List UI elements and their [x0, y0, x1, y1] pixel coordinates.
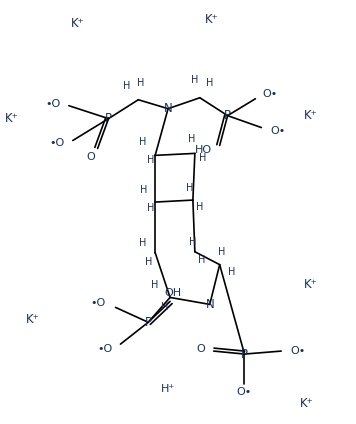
Text: H: H — [188, 134, 195, 145]
Text: O•: O• — [262, 89, 278, 99]
Text: H: H — [218, 247, 225, 257]
Text: K⁺: K⁺ — [4, 112, 18, 125]
Text: K⁺: K⁺ — [304, 109, 318, 122]
Text: H: H — [191, 75, 199, 85]
Text: H: H — [189, 237, 197, 247]
Text: H: H — [206, 78, 214, 88]
Text: H: H — [137, 78, 144, 88]
Text: •O: •O — [46, 99, 61, 109]
Text: P: P — [145, 316, 152, 329]
Text: OH: OH — [164, 288, 182, 298]
Text: H: H — [145, 257, 152, 267]
Text: H: H — [186, 183, 194, 193]
Text: O: O — [196, 344, 205, 354]
Text: H: H — [199, 153, 206, 163]
Text: H: H — [138, 238, 146, 248]
Text: •O: •O — [90, 298, 106, 308]
Text: O: O — [86, 152, 95, 162]
Text: H: H — [196, 202, 204, 212]
Text: H: H — [147, 155, 154, 165]
Text: •O: •O — [49, 139, 65, 148]
Text: K⁺: K⁺ — [300, 397, 314, 410]
Text: N: N — [164, 102, 172, 115]
Text: H: H — [228, 267, 235, 276]
Text: O•: O• — [290, 346, 305, 356]
Text: H: H — [138, 137, 146, 148]
Text: O•: O• — [270, 126, 286, 136]
Text: P: P — [241, 348, 248, 360]
Text: H: H — [198, 255, 205, 265]
Text: O•: O• — [237, 387, 252, 397]
Text: H: H — [161, 302, 169, 312]
Text: H⁺: H⁺ — [161, 384, 175, 394]
Text: K⁺: K⁺ — [205, 13, 219, 26]
Text: •O: •O — [97, 344, 112, 354]
Text: K⁺: K⁺ — [304, 278, 318, 291]
Text: P: P — [224, 109, 231, 122]
Text: N: N — [205, 298, 214, 311]
Text: H: H — [123, 81, 130, 91]
Text: K⁺: K⁺ — [71, 17, 85, 30]
Text: K⁺: K⁺ — [26, 313, 40, 326]
Text: H: H — [147, 203, 154, 213]
Text: HO: HO — [195, 145, 212, 156]
Text: H: H — [152, 279, 159, 290]
Text: P: P — [105, 112, 112, 125]
Text: H: H — [140, 185, 147, 195]
